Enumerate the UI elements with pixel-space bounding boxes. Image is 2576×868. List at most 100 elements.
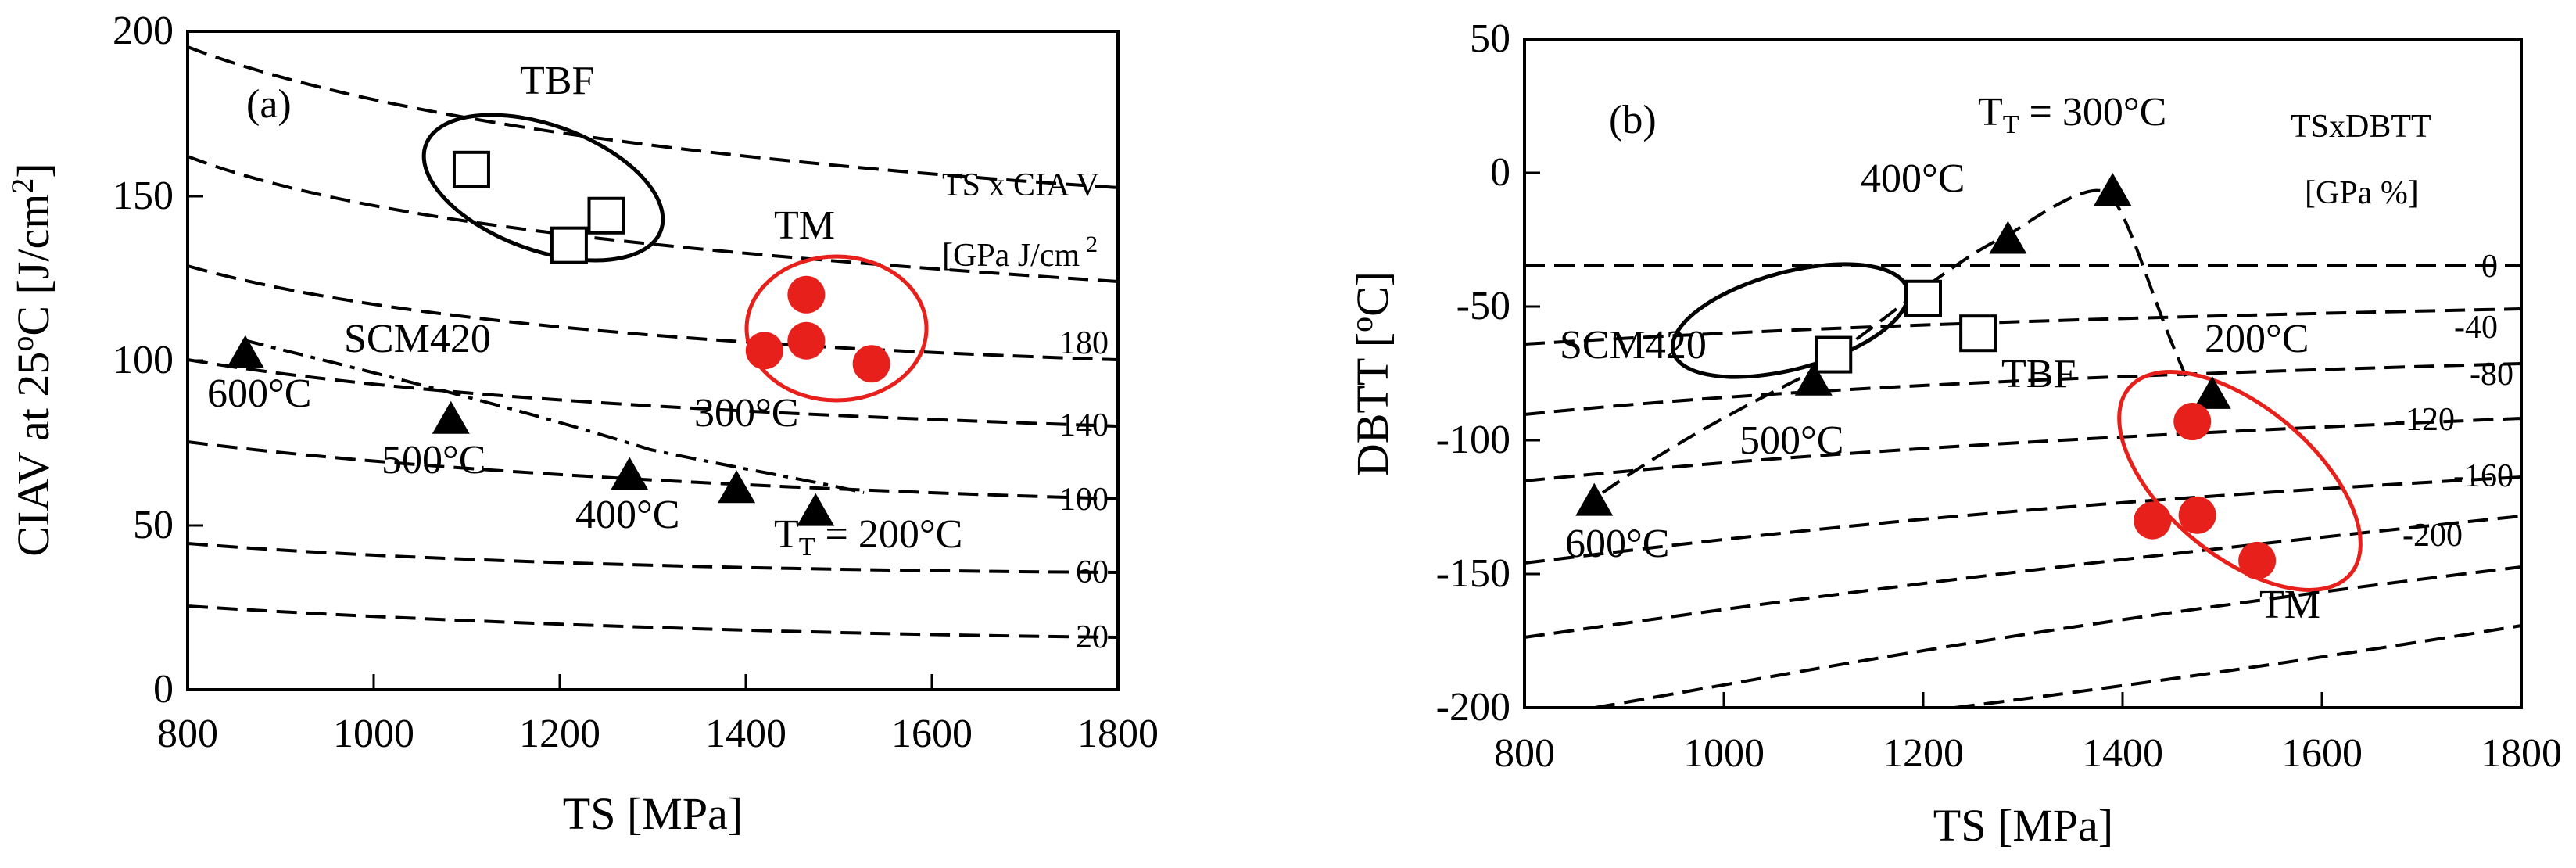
- data-marks-a: [226, 150, 890, 526]
- isoline-title-a-2-text: [GPa J/cm: [942, 238, 1080, 274]
- xtick-label-b-1800: 1800: [2481, 731, 2562, 776]
- isolines-a: [187, 45, 1119, 639]
- tm-group-ellipse-b: [2117, 370, 2363, 592]
- point-b-scm420-5: [2193, 375, 2231, 409]
- tm-label-a: TM: [774, 203, 835, 248]
- ytick-label-a-200: 200: [113, 9, 174, 53]
- xtick-label-a-1400: 1400: [705, 712, 786, 756]
- point-b-tm-1: [2173, 403, 2212, 441]
- temp-400-label-a: 400°C: [575, 493, 679, 537]
- ytick-label-a-50: 50: [133, 503, 174, 547]
- ytick-label-a-0: 0: [153, 667, 174, 712]
- xtick-label-b-1200: 1200: [1883, 731, 1964, 776]
- isoline-b-280: [1954, 624, 2522, 709]
- tbf-label-b: TBF: [2001, 352, 2076, 396]
- isoline-a-100: [187, 440, 1119, 500]
- axis-ticks-b: [1524, 171, 2323, 708]
- ytick-label-b-0: 0: [1490, 150, 1510, 195]
- temp-300-label-b: TT = 300°C: [1978, 90, 2166, 139]
- ytick-label-b-m200: -200: [1436, 685, 1510, 730]
- ytick-label-b-m150: -150: [1436, 551, 1510, 596]
- point-b-scm420-3: [1989, 221, 2027, 254]
- isoline-label-a-100: 100: [1059, 482, 1109, 518]
- point-a-scm420-3: [611, 457, 649, 490]
- point-a-tm-2: [745, 332, 783, 370]
- point-a-tbf-3: [587, 196, 625, 235]
- temp-400-label-b: 400°C: [1861, 156, 1965, 201]
- isoline-a-180: [187, 264, 1119, 361]
- isoline-b-200: [1524, 515, 2522, 639]
- isoline-label-b-40: -40: [2454, 310, 2498, 346]
- isoline-title-b-1: TSxDBTT: [2291, 109, 2431, 145]
- isoline-b-40: [1524, 307, 2522, 346]
- point-a-tm-3: [787, 321, 826, 360]
- y-label-b-pre: DBTT [: [1347, 332, 1398, 476]
- tm-group-ellipse-a: [744, 254, 929, 403]
- scm420-trend-a: [243, 339, 865, 494]
- t200-a-sub: T: [799, 533, 815, 561]
- panel-label-b: (b): [1609, 98, 1657, 142]
- temp-500-label-b: 500°C: [1739, 418, 1843, 463]
- isoline-a-upper2: [187, 45, 1119, 189]
- xtick-label-b-1000: 1000: [1683, 731, 1765, 776]
- isoline-label-b-0: 0: [2481, 249, 2498, 285]
- isolines-b: [1524, 188, 2522, 709]
- point-a-tbf-1: [452, 150, 490, 188]
- ytick-label-b-m100: -100: [1436, 418, 1510, 462]
- ytick-label-b-m50: -50: [1456, 284, 1510, 328]
- data-marks-b: [1575, 172, 2277, 579]
- point-a-tbf-2: [550, 226, 588, 264]
- point-b-scm420-4: [2094, 172, 2132, 206]
- isoline-a-20: [187, 604, 1119, 639]
- y-label-a-pre: CIAV at 25: [8, 352, 59, 557]
- point-b-tm-4: [2238, 541, 2277, 579]
- isoline-b-160: [1524, 475, 2522, 565]
- axis-ticks-a: [188, 195, 933, 690]
- point-b-tm-2: [2134, 501, 2172, 540]
- xtick-label-a-1600: 1600: [891, 712, 973, 756]
- tbf-label-a: TBF: [520, 59, 594, 103]
- point-a-scm420-4: [718, 470, 756, 504]
- y-label-a-sup: 2: [5, 178, 40, 194]
- xtick-label-b-1600: 1600: [2281, 731, 2363, 776]
- chart-panel-b: 800 1000 1200 1400 1600 1800 -200 -150 -…: [1344, 16, 2562, 851]
- t300-b-sub: T: [2003, 110, 2019, 139]
- isoline-a-upper1: [187, 155, 1119, 283]
- point-a-tm-1: [787, 275, 826, 314]
- y-label-a-mid: C [J/cm: [8, 194, 59, 336]
- xtick-label-a-1800: 1800: [1077, 712, 1159, 756]
- isoline-label-b-160: -160: [2453, 458, 2513, 494]
- xtick-label-b-800: 800: [1494, 731, 1555, 776]
- isoline-label-b-200: -200: [2402, 518, 2463, 554]
- isoline-b-120: [1524, 417, 2522, 482]
- ytick-label-a-150: 150: [113, 174, 174, 218]
- isoline-title-a-1: TS x CIA V: [942, 167, 1099, 203]
- y-axis-label-a: CIAV at 25oC [J/cm2]: [5, 163, 59, 556]
- point-b-tbf-1: [1815, 335, 1853, 374]
- temp-500-label-a: 500°C: [382, 438, 485, 482]
- tbf-group-ellipse-a: [421, 113, 665, 263]
- t200-a-suffix: = 200°C: [815, 512, 963, 557]
- x-axis-label-b: TS [MPa]: [1933, 800, 2113, 851]
- isoline-title-a-2: [GPa J/cm 2: [942, 231, 1098, 274]
- y-label-b-post: C]: [1347, 271, 1398, 317]
- temp-300-label-a: 300°C: [694, 391, 798, 436]
- y-axis-label-b: DBTT [oC]: [1344, 271, 1398, 476]
- xtick-label-b-1400: 1400: [2082, 731, 2163, 776]
- xtick-label-a-1200: 1200: [519, 712, 600, 756]
- point-b-tbf-3: [1959, 314, 1997, 353]
- scm420-label-a: SCM420: [344, 317, 491, 361]
- point-b-tbf-2: [1904, 279, 1942, 317]
- isoline-label-a-20: 20: [1076, 619, 1109, 655]
- plot-frame-b: [1523, 38, 2523, 709]
- ytick-label-a-100: 100: [113, 338, 174, 382]
- point-b-tm-3: [2178, 496, 2216, 534]
- isoline-title-a-2-sup: 2: [1086, 231, 1098, 257]
- panel-label-a: (a): [246, 82, 292, 127]
- isoline-title-b-2: [GPa %]: [2305, 175, 2419, 211]
- t200-a-prefix: T: [774, 512, 799, 557]
- y-label-a-post: ]: [8, 163, 59, 178]
- ytick-label-b-50: 50: [1470, 16, 1510, 61]
